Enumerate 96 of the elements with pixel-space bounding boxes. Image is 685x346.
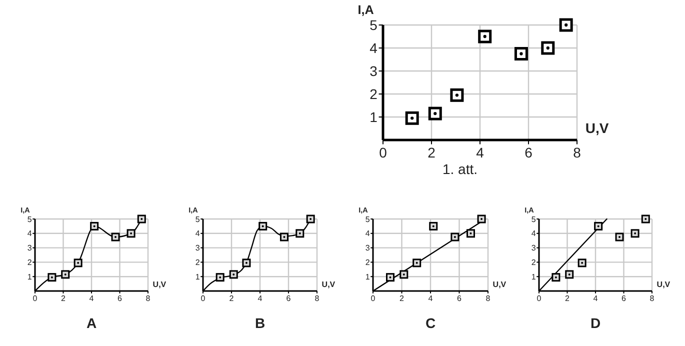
point xyxy=(137,214,146,224)
point xyxy=(478,30,492,44)
x-tick-label: 6 xyxy=(622,294,627,303)
x-tick-label: 2 xyxy=(428,144,436,160)
y-tick-label: 2 xyxy=(370,86,378,102)
x-tick-label: 2 xyxy=(229,294,234,303)
x-tick-label: 2 xyxy=(400,294,405,303)
point xyxy=(412,258,422,268)
point xyxy=(466,229,475,238)
text: B xyxy=(254,315,266,331)
point xyxy=(48,273,56,282)
y-tick-label: 3 xyxy=(195,244,200,253)
point xyxy=(90,222,99,230)
point xyxy=(126,229,136,238)
point xyxy=(565,270,574,279)
x-tick-label: 4 xyxy=(593,294,598,303)
point xyxy=(280,232,288,242)
x-tick-label: 8 xyxy=(146,294,151,303)
y-tick-label: 2 xyxy=(365,258,370,267)
point xyxy=(229,270,238,279)
x-tick-label: 4 xyxy=(89,294,94,303)
x-tick-label: 0 xyxy=(200,294,206,303)
x-tick-label: 2 xyxy=(565,294,570,303)
x-tick-label: 4 xyxy=(476,144,484,160)
y-tick-label: 2 xyxy=(27,258,32,267)
point xyxy=(450,232,460,242)
point xyxy=(450,88,464,102)
point xyxy=(386,273,394,282)
x-tick-label: 8 xyxy=(650,294,655,303)
y-tick-label: 2 xyxy=(195,258,200,267)
x-tick-label: 0 xyxy=(379,144,388,160)
x-tick-label: 4 xyxy=(258,294,263,303)
x-axis-title: U,V xyxy=(152,280,167,289)
point xyxy=(552,273,560,282)
y-tick-label: 3 xyxy=(27,244,32,253)
text: C xyxy=(425,315,436,331)
y-tick-label: 4 xyxy=(531,229,536,238)
point xyxy=(216,273,224,282)
y-tick-label: 5 xyxy=(365,214,370,224)
point xyxy=(74,258,82,268)
point xyxy=(514,47,528,60)
point xyxy=(242,258,251,268)
x-tick-label: 8 xyxy=(314,294,320,303)
point xyxy=(630,229,640,238)
point xyxy=(111,232,120,242)
point xyxy=(428,106,442,120)
text: D xyxy=(590,315,601,331)
y-axis-title: I,A xyxy=(358,2,374,17)
y-tick-label: 3 xyxy=(370,62,378,79)
y-tick-label: 1 xyxy=(531,272,536,282)
point xyxy=(429,222,438,230)
point xyxy=(61,270,70,279)
x-tick-label: 6 xyxy=(286,294,292,303)
x-axis-title: U,V xyxy=(656,280,671,289)
y-tick-label: 5 xyxy=(195,214,200,224)
y-tick-label: 3 xyxy=(531,244,536,253)
y-tick-label: 4 xyxy=(195,229,200,238)
y-tick-label: 1 xyxy=(27,272,32,282)
y-tick-label: 4 xyxy=(365,229,370,238)
point xyxy=(296,229,304,238)
point xyxy=(400,270,408,279)
point xyxy=(258,222,268,230)
x-tick-label: 6 xyxy=(457,294,462,303)
x-tick-label: 4 xyxy=(428,294,434,303)
point xyxy=(477,214,486,224)
y-tick-label: 1 xyxy=(195,272,200,282)
x-axis-title: U,V xyxy=(322,280,336,289)
x-tick-label: 6 xyxy=(118,294,123,303)
point xyxy=(615,232,624,242)
x-axis-title: U,V xyxy=(492,280,507,289)
point xyxy=(559,18,573,32)
y-tick-label: 5 xyxy=(370,16,378,33)
point xyxy=(306,214,315,224)
x-tick-label: 0 xyxy=(370,294,376,303)
y-tick-label: 1 xyxy=(370,108,378,125)
text: A xyxy=(86,315,97,331)
point xyxy=(405,111,419,125)
x-tick-label: 0 xyxy=(536,294,542,303)
y-tick-label: 2 xyxy=(531,258,536,267)
x-tick-label: 2 xyxy=(61,294,66,303)
point xyxy=(594,222,603,230)
y-tick-label: 5 xyxy=(531,214,536,224)
point xyxy=(578,258,586,268)
point xyxy=(641,214,650,224)
x-tick-label: 8 xyxy=(486,294,491,303)
y-tick-label: 4 xyxy=(27,229,32,238)
y-tick-label: 3 xyxy=(365,244,370,253)
text: 1. att. xyxy=(442,161,478,177)
x-tick-label: 0 xyxy=(32,294,38,303)
y-tick-label: 1 xyxy=(365,272,370,282)
y-tick-label: 4 xyxy=(370,40,378,56)
x-tick-label: 8 xyxy=(573,144,582,160)
x-tick-label: 6 xyxy=(524,144,533,160)
y-tick-label: 5 xyxy=(27,214,32,224)
point xyxy=(541,41,555,55)
x-axis-title: U,V xyxy=(585,120,610,136)
